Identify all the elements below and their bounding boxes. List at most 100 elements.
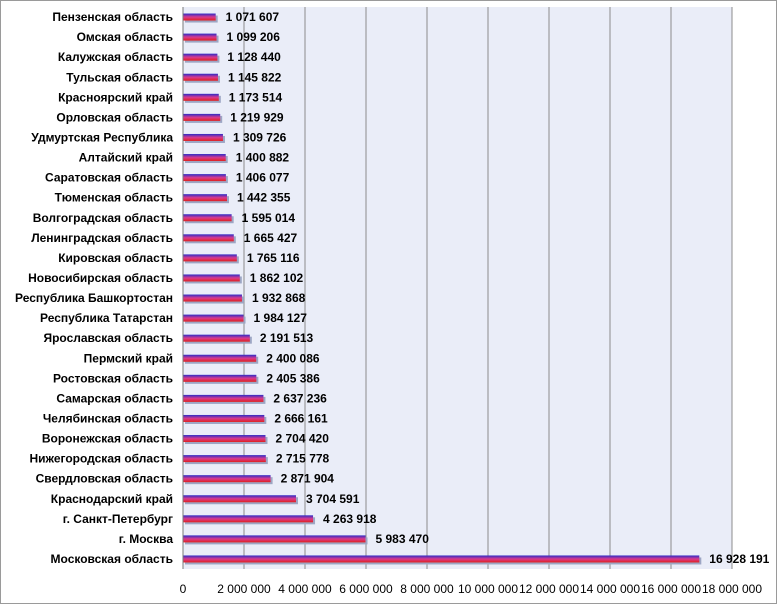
value-label: 1 765 116 (247, 251, 300, 265)
category-label: Московская область (51, 552, 173, 566)
bar (183, 394, 264, 402)
gridlines (243, 7, 733, 569)
bar (183, 334, 250, 342)
category-label: Краснодарский край (51, 492, 173, 506)
value-label: 5 983 470 (375, 532, 429, 546)
x-tick-label: 16 000 000 (641, 582, 701, 596)
bar (183, 53, 218, 61)
value-label: 1 400 882 (236, 151, 290, 165)
category-label: Удмуртская Республика (31, 130, 173, 144)
x-tick-label: 6 000 000 (339, 582, 393, 596)
value-label: 1 173 514 (229, 90, 283, 104)
category-label: Пензенская область (52, 10, 173, 24)
value-label: 2 704 420 (275, 432, 329, 446)
value-label: 2 871 904 (281, 472, 335, 486)
category-label: Алтайский край (79, 151, 173, 165)
bar (183, 113, 221, 121)
bar (183, 93, 219, 101)
value-label: 1 442 355 (237, 191, 291, 205)
category-label: Воронежская область (42, 432, 173, 446)
bar (183, 274, 240, 282)
bar (183, 174, 226, 182)
bar (183, 535, 366, 543)
bar (183, 555, 700, 563)
value-label: 2 400 086 (266, 351, 320, 365)
value-label: 1 984 127 (254, 311, 308, 325)
bar (183, 354, 257, 362)
category-label: Волгоградская область (33, 211, 173, 225)
bar (183, 475, 271, 483)
bar (183, 154, 226, 162)
bar (183, 495, 296, 503)
x-tick-label: 8 000 000 (400, 582, 454, 596)
x-tick-label: 18 000 000 (702, 582, 762, 596)
value-label: 1 932 868 (252, 291, 306, 305)
bar (183, 414, 265, 422)
category-label: Красноярский край (58, 90, 173, 104)
bar (183, 214, 232, 222)
value-label: 1 406 077 (236, 171, 290, 185)
category-label: Ярославская область (43, 331, 173, 345)
category-label: Челябинская область (43, 411, 173, 425)
x-tick-label: 12 000 000 (519, 582, 579, 596)
value-label: 4 263 918 (323, 512, 377, 526)
category-label: Тульская область (66, 70, 173, 84)
category-label: Саратовская область (45, 171, 173, 185)
category-label: Новосибирская область (28, 271, 173, 285)
value-label: 2 637 236 (273, 391, 327, 405)
x-tick-label: 4 000 000 (278, 582, 332, 596)
bar (183, 13, 216, 21)
value-label: 1 309 726 (233, 130, 287, 144)
plot-area (183, 7, 732, 569)
bar (183, 33, 217, 41)
category-label: Самарская область (56, 391, 173, 405)
bar (183, 73, 218, 81)
bars (183, 13, 702, 565)
category-label: г. Москва (119, 532, 174, 546)
category-label: Омская область (77, 30, 173, 44)
value-label: 16 928 191 (709, 552, 769, 566)
bar (183, 194, 227, 202)
bar (183, 133, 223, 141)
value-label: 1 128 440 (227, 50, 281, 64)
category-label: Калужская область (58, 50, 173, 64)
bar (183, 374, 257, 382)
bar (183, 234, 234, 242)
category-label: Свердловская область (36, 472, 173, 486)
x-tick-label: 0 (180, 582, 187, 596)
x-axis-tick-labels: 0 2 000 000 4 000 000 6 000 000 8 000 000 10 … (180, 582, 763, 596)
category-label: Ленинградская область (31, 231, 173, 245)
bar (183, 294, 242, 302)
category-label: Пермский край (84, 351, 173, 365)
value-label: 3 704 591 (306, 492, 360, 506)
category-label: Республика Татарстан (40, 311, 173, 325)
category-label: г. Санкт-Петербург (63, 512, 173, 526)
category-label: Кировская область (58, 251, 173, 265)
category-label: Нижегородская область (29, 452, 173, 466)
x-tick-label: 10 000 000 (458, 582, 518, 596)
bar (183, 515, 314, 523)
category-labels: Пензенская область Омская область Калужска… (15, 10, 173, 566)
category-label: Республика Башкортостан (15, 291, 173, 305)
value-label: 1 665 427 (244, 231, 298, 245)
value-label: 1 145 822 (228, 70, 282, 84)
category-label: Орловская область (56, 110, 173, 124)
value-label: 1 099 206 (227, 30, 281, 44)
value-label: 1 595 014 (242, 211, 296, 225)
bar (183, 254, 237, 262)
value-label: 1 862 102 (250, 271, 304, 285)
category-label: Тюменская область (55, 191, 173, 205)
value-labels: 1 071 607 1 099 206 1 128 440 1 145 822 1 17… (226, 10, 770, 566)
x-tick-label: 14 000 000 (580, 582, 640, 596)
x-tick-label: 2 000 000 (217, 582, 271, 596)
value-label: 2 715 778 (276, 452, 330, 466)
value-label: 1 071 607 (226, 10, 280, 24)
value-label: 2 666 161 (274, 411, 328, 425)
category-label: Ростовская область (53, 371, 173, 385)
bar (183, 455, 266, 463)
bar (183, 435, 266, 443)
value-label: 1 219 929 (230, 110, 284, 124)
bar (183, 314, 244, 322)
